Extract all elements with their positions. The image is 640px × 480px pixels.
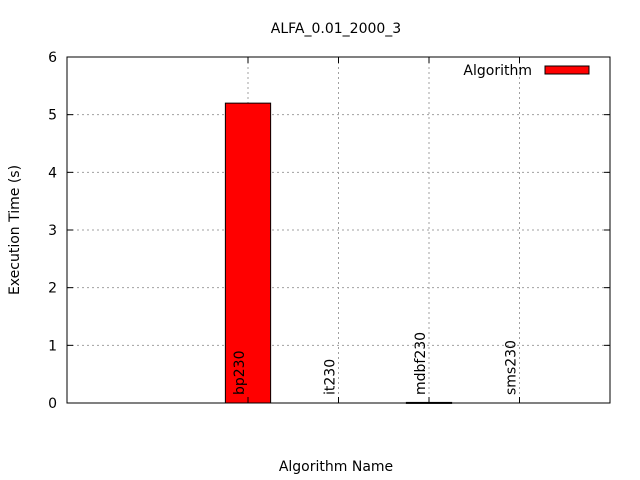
bars-layer [224, 102, 453, 404]
y-tick-label: 6 [48, 50, 57, 66]
category-label-sms230: sms230 [504, 340, 520, 395]
category-label-it230: it230 [323, 359, 339, 395]
category-label-bp230: bp230 [232, 351, 248, 396]
x-axis-label: Algorithm Name [279, 459, 393, 475]
bar-bp230 [224, 102, 272, 404]
y-axis-label: Execution Time (s) [7, 165, 23, 295]
legend-swatch [544, 65, 590, 75]
chart-title: ALFA_0.01_2000_3 [271, 21, 401, 37]
legend: Algorithm [463, 63, 590, 79]
y-tick-label: 3 [48, 223, 57, 239]
legend-label: Algorithm [463, 63, 532, 79]
y-tick-label: 2 [48, 281, 57, 297]
category-label-mdbf230: mdbf230 [413, 332, 429, 395]
y-tick-label: 0 [48, 396, 57, 412]
ticks-layer: 0 1 2 3 4 5 6 [48, 50, 610, 412]
y-tick-label: 1 [48, 338, 57, 354]
category-labels: bp230 it230 mdbf230 sms230 [232, 332, 520, 395]
y-tick-label: 4 [48, 165, 57, 181]
grid-layer [67, 57, 610, 403]
y-tick-label: 5 [48, 108, 57, 124]
